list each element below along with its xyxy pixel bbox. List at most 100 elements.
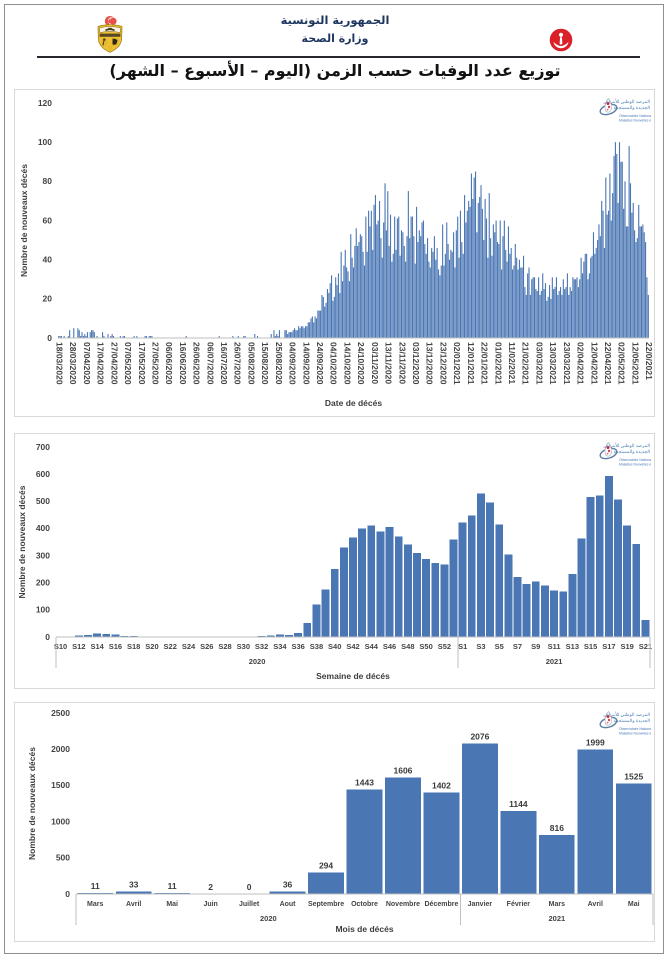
bar-day-171: [292, 330, 294, 338]
bar-day-403: [610, 220, 612, 338]
page-title: توزيع عدد الوفيات حسب الزمن (اليوم – الأ…: [109, 61, 561, 80]
bar-day-239: [385, 230, 387, 338]
bar-S13: [84, 634, 92, 637]
bar-day-310: [483, 240, 485, 338]
x-tick-label: 13/11/2020: [384, 342, 394, 384]
y-tick-label: 0: [45, 632, 50, 642]
bar-data-label: 1144: [509, 799, 528, 809]
bar-day-214: [351, 257, 353, 338]
onmne-french-line1: Observatoire National des: [619, 114, 651, 118]
bar-day-384: [584, 253, 586, 338]
bar-day-284: [447, 244, 449, 338]
bar-day-20: [85, 336, 87, 338]
bar-day-278: [439, 275, 441, 338]
bar-day-320: [496, 242, 499, 338]
bar-day-16: [80, 336, 82, 338]
bar-day-349: [536, 291, 538, 338]
bar-day-313: [487, 257, 489, 338]
bar-day-212: [348, 281, 350, 338]
bar-day-413: [624, 181, 626, 338]
bar-day-368: [562, 279, 564, 338]
y-tick-label: 120: [38, 98, 52, 108]
bar-day-287: [451, 251, 453, 338]
x-tick-label: S42: [346, 642, 359, 651]
bar-day-326: [505, 249, 507, 339]
x-tick-label: S16: [109, 642, 122, 651]
y-tick-label: 60: [43, 215, 53, 225]
bar-day-66: [148, 336, 150, 338]
onmne-french-line2: Maladies Nouvelles et Emergentes: [619, 463, 651, 467]
bar-day-272: [431, 247, 433, 338]
x-tick-label: S17: [602, 642, 615, 651]
x-tick-label: 13/03/2021: [548, 342, 558, 385]
x-tick-label: 23/03/2021: [562, 342, 572, 385]
bar-S17: [120, 635, 129, 637]
bar-day-301: [470, 173, 472, 338]
bar-S36: [294, 632, 303, 637]
bar-day-280: [442, 224, 444, 338]
bar-day-206: [340, 251, 342, 338]
bar-day-378: [576, 277, 578, 338]
bar-S38: [312, 604, 321, 637]
bar-day-279: [440, 265, 442, 338]
bar-day-381: [580, 257, 582, 338]
onmne-french-line2: Maladies Nouvelles et Emergentes: [619, 119, 651, 123]
bar-day-28: [96, 336, 98, 338]
bar-day-298: [466, 210, 468, 338]
x-tick-label: 12/05/2021: [630, 342, 640, 385]
y-tick-label: 100: [38, 137, 52, 147]
y-tick-label: 0: [47, 333, 52, 343]
bar-day-257: [410, 216, 412, 338]
bar-day-325: [503, 220, 505, 338]
bar-day-342: [527, 273, 529, 339]
bar-day-36: [107, 334, 109, 338]
bar-S16: [111, 634, 120, 637]
bar-day-155: [270, 334, 272, 338]
weekly-deaths-chart-canvas: 0 100 200 300 400 500 600 700 Nombre de nouveaux…: [17, 442, 652, 681]
bar-Avril: [115, 891, 152, 894]
bar-day-243: [391, 261, 393, 339]
bar-day-374: [570, 291, 573, 338]
bar-day-256: [409, 238, 411, 339]
monthly-deaths-chart-canvas: 0 500 1000 1500 2000 2500 Nombre de nouveaux d…: [27, 708, 654, 934]
bar-day-283: [446, 222, 448, 338]
bar-day-392: [595, 247, 597, 338]
bar-day-383: [583, 261, 585, 339]
x-tick-label: S26: [200, 642, 213, 651]
y-tick-label: 500: [56, 853, 70, 863]
bar-S51: [431, 563, 440, 637]
bar-day-255: [407, 191, 409, 339]
year-group-label: 2021: [546, 657, 563, 666]
bar-data-label: 294: [319, 861, 333, 871]
bar-day-226: [368, 210, 370, 338]
bar-day-427: [643, 232, 645, 338]
onmne-french-line1: Observatoire National des: [619, 727, 651, 731]
bar-day-306: [477, 202, 479, 339]
bar-day-93: [185, 336, 187, 338]
bar-day-247: [396, 218, 398, 338]
x-tick-label: S38: [310, 642, 323, 651]
bar-day-324: [502, 236, 504, 338]
x-tick-label: 07/04/2020: [82, 342, 92, 385]
bar-day-322: [499, 220, 501, 338]
bar-day-331: [512, 269, 514, 338]
bar-day-359: [550, 298, 552, 338]
y-axis-title: Nombre de nouveaux décés: [19, 164, 29, 277]
bar-day-361: [553, 289, 555, 338]
bar-day-382: [581, 273, 584, 339]
y-tick-label: 1000: [51, 816, 70, 826]
bar-S47: [394, 536, 403, 637]
x-tick-label: S36: [291, 642, 304, 651]
bar-day-336: [518, 259, 520, 338]
bar-day-215: [352, 267, 355, 338]
bar-day-408: [617, 202, 619, 339]
bar-day-309: [481, 208, 483, 338]
bar-day-365: [558, 291, 560, 338]
bar-day-205: [339, 292, 341, 338]
bar-day-330: [510, 247, 512, 338]
bar-day-289: [454, 267, 456, 338]
x-tick-label: 26/07/2020: [233, 342, 243, 385]
x-tick-label: S40: [328, 642, 341, 651]
bar-day-254: [406, 236, 408, 338]
bar-day-237: [383, 222, 385, 338]
